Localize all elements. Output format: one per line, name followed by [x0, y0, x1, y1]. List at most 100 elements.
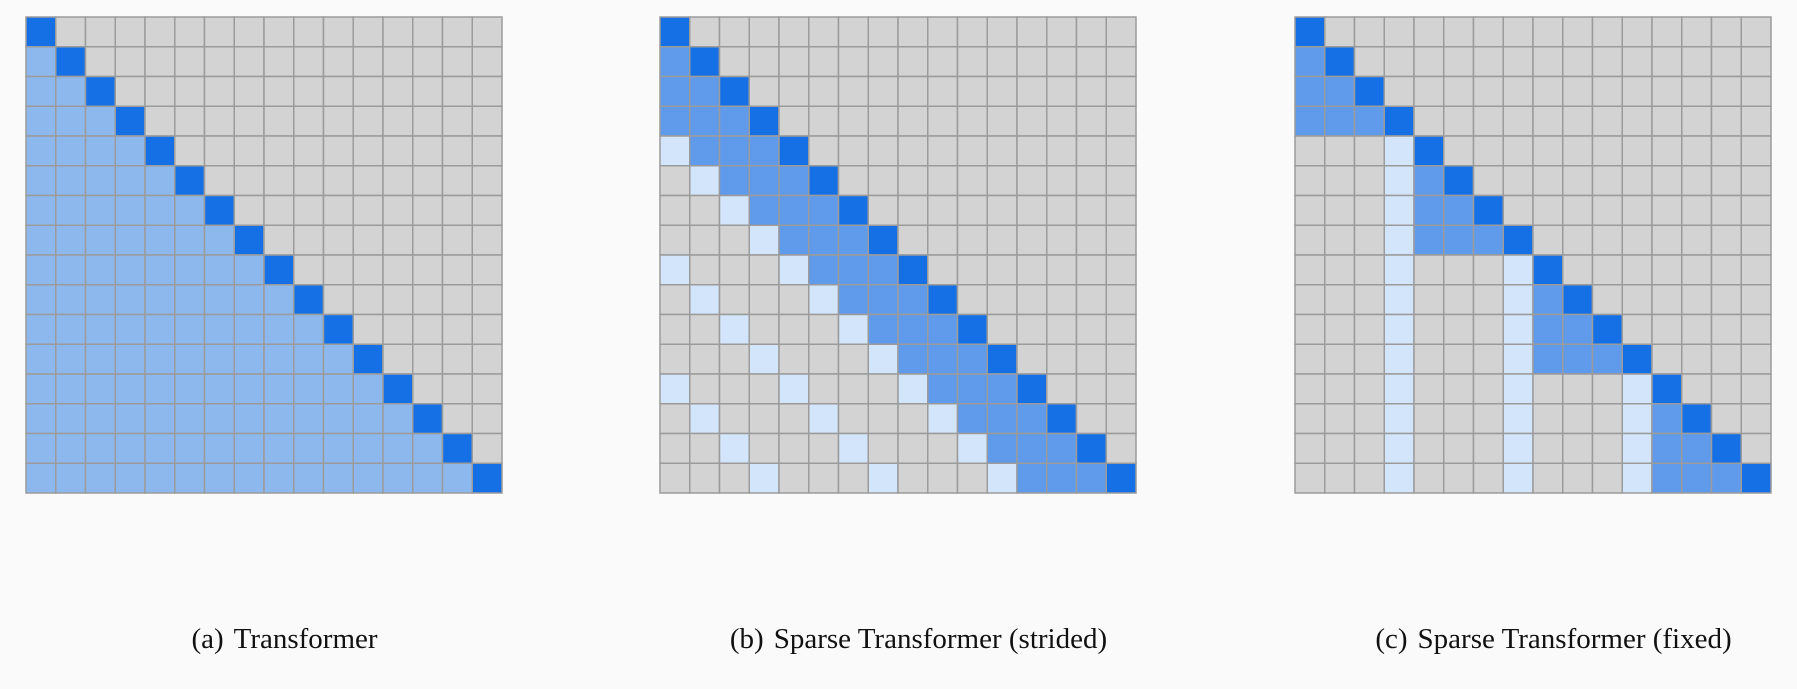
cell-full-attention — [203, 313, 235, 345]
cell-empty — [471, 373, 503, 405]
cell-empty — [1740, 194, 1772, 226]
cell-empty — [956, 135, 988, 167]
cell-local-attention — [956, 343, 988, 375]
cell-local-attention — [1532, 313, 1564, 345]
cell-empty — [778, 105, 810, 137]
cell-local-attention — [837, 284, 869, 316]
cell-empty — [1681, 224, 1713, 256]
cell-full-attention — [441, 462, 473, 494]
cell-diagonal — [1443, 165, 1475, 197]
cell-empty — [412, 75, 444, 107]
cell-empty — [1562, 254, 1594, 286]
cell-empty — [1075, 313, 1107, 345]
cell-empty — [1413, 254, 1445, 286]
cell-empty — [1621, 165, 1653, 197]
cell-diagonal — [1681, 403, 1713, 435]
cell-full-attention — [382, 462, 414, 494]
cell-local-attention — [748, 165, 780, 197]
cell-empty — [203, 105, 235, 137]
cell-empty — [986, 313, 1018, 345]
cell-empty — [263, 224, 295, 256]
cell-empty — [1681, 16, 1713, 48]
cell-empty — [441, 46, 473, 78]
cell-empty — [1105, 105, 1137, 137]
cell-empty — [1016, 16, 1048, 48]
cell-empty — [441, 254, 473, 286]
cell-full-attention — [352, 462, 384, 494]
cell-local-attention — [897, 284, 929, 316]
cell-strided-attention — [837, 313, 869, 345]
cell-local-attention — [1710, 462, 1742, 494]
cell-empty — [778, 16, 810, 48]
cell-empty — [689, 432, 721, 464]
cell-empty — [1075, 75, 1107, 107]
attention-matrix-fixed — [1294, 16, 1772, 494]
cell-empty — [1651, 75, 1683, 107]
cell-empty — [1681, 373, 1713, 405]
cell-local-attention — [1681, 432, 1713, 464]
cell-full-attention — [25, 165, 57, 197]
cell-empty — [689, 373, 721, 405]
cell-strided-attention — [897, 373, 929, 405]
cell-empty — [1075, 224, 1107, 256]
cell-empty — [1443, 16, 1475, 48]
cell-strided-attention — [659, 373, 691, 405]
cell-diagonal — [263, 254, 295, 286]
cell-empty — [1105, 75, 1137, 107]
cell-full-attention — [144, 313, 176, 345]
cell-empty — [1562, 432, 1594, 464]
cell-empty — [718, 343, 750, 375]
caption-title: Sparse Transformer (fixed) — [1417, 623, 1732, 655]
cell-empty — [1591, 432, 1623, 464]
cell-empty — [1740, 224, 1772, 256]
cell-empty — [1016, 254, 1048, 286]
cell-empty — [1443, 462, 1475, 494]
cell-empty — [956, 75, 988, 107]
cell-empty — [897, 75, 929, 107]
cell-empty — [986, 165, 1018, 197]
cell-full-attention — [293, 432, 325, 464]
cell-full-attention — [203, 284, 235, 316]
cell-local-attention — [778, 224, 810, 256]
cell-empty — [263, 135, 295, 167]
cell-empty — [471, 135, 503, 167]
cell-local-attention — [748, 135, 780, 167]
cell-empty — [927, 224, 959, 256]
cell-empty — [233, 46, 265, 78]
cell-empty — [1443, 373, 1475, 405]
cell-local-attention — [927, 373, 959, 405]
cell-empty — [1324, 165, 1356, 197]
cell-empty — [1621, 284, 1653, 316]
cell-full-attention — [114, 135, 146, 167]
cell-local-attention — [1562, 313, 1594, 345]
cell-strided-attention — [808, 403, 840, 435]
cell-strided-attention — [1383, 165, 1415, 197]
cell-empty — [837, 16, 869, 48]
cell-full-attention — [203, 343, 235, 375]
cell-local-attention — [1651, 432, 1683, 464]
cell-empty — [1562, 135, 1594, 167]
cell-full-attention — [144, 403, 176, 435]
cell-empty — [322, 135, 354, 167]
cell-empty — [1532, 165, 1564, 197]
cell-empty — [778, 313, 810, 345]
cell-empty — [1016, 135, 1048, 167]
cell-full-attention — [84, 194, 116, 226]
cell-empty — [1443, 254, 1475, 286]
cell-diagonal — [1046, 403, 1078, 435]
cell-empty — [1016, 105, 1048, 137]
cell-full-attention — [263, 403, 295, 435]
cell-full-attention — [144, 194, 176, 226]
cell-empty — [233, 75, 265, 107]
cell-local-attention — [659, 105, 691, 137]
cell-empty — [441, 373, 473, 405]
cell-strided-attention — [1383, 313, 1415, 345]
cell-diagonal — [1413, 135, 1445, 167]
cell-full-attention — [174, 194, 206, 226]
cell-empty — [1353, 462, 1385, 494]
cell-empty — [412, 254, 444, 286]
cell-empty — [263, 194, 295, 226]
cell-empty — [1105, 16, 1137, 48]
cell-full-attention — [55, 254, 87, 286]
cell-full-attention — [322, 403, 354, 435]
